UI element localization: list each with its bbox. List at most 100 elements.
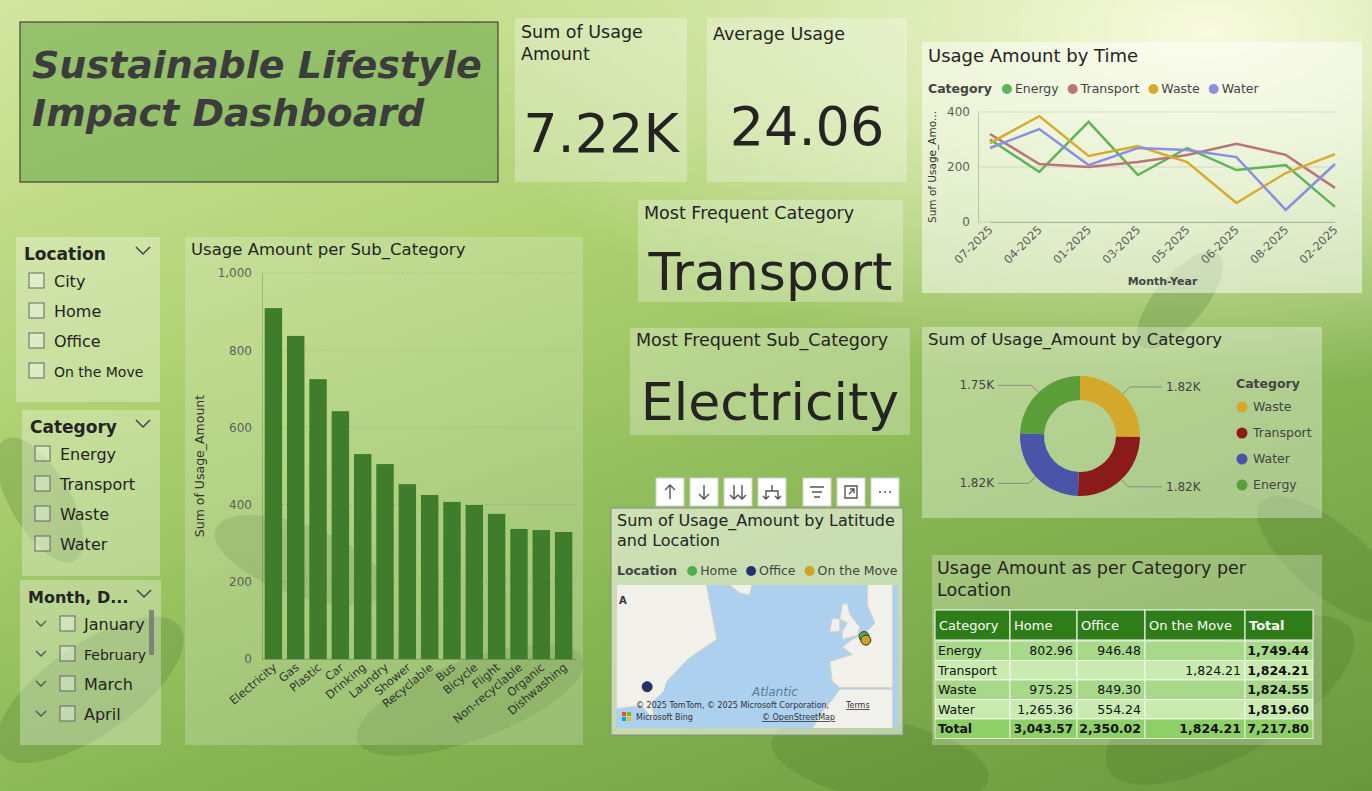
map-logo xyxy=(627,712,631,716)
slicer-item[interactable]: January xyxy=(83,615,145,634)
toolbar-glyph[interactable] xyxy=(763,485,781,499)
toolbar-glyph[interactable] xyxy=(665,485,675,499)
toolbar-button[interactable] xyxy=(837,478,865,506)
slicer-item[interactable]: April xyxy=(84,705,121,724)
table-text: 849.30 xyxy=(1097,682,1141,697)
tick-label: 0 xyxy=(962,215,970,229)
checkbox[interactable] xyxy=(29,333,44,348)
tick: 400 xyxy=(229,498,262,512)
table-text: 802.96 xyxy=(1029,643,1073,658)
table-text: 1,265.36 xyxy=(1017,702,1073,717)
slicer-item[interactable]: Waste xyxy=(60,505,109,524)
toolbar-icon[interactable] xyxy=(758,478,786,506)
legend-swatch xyxy=(1148,84,1158,94)
axis: 07-202504-202501-202503-202505-202506-20… xyxy=(952,222,1341,267)
slicer-item[interactable]: On the Move xyxy=(54,364,143,380)
table-header: Total xyxy=(1249,618,1285,633)
table-cell xyxy=(1245,680,1313,700)
checkbox[interactable] xyxy=(35,476,50,491)
expand-chevron[interactable] xyxy=(36,681,46,686)
slicer-item[interactable]: March xyxy=(84,675,133,694)
tick-label: Recyclable xyxy=(379,660,435,710)
checkbox[interactable] xyxy=(60,646,75,661)
table-header-cell xyxy=(935,610,1010,640)
slicer-item[interactable]: Office xyxy=(54,332,101,351)
slicer-item[interactable]: February xyxy=(84,647,146,663)
toolbar-glyph[interactable] xyxy=(879,491,891,492)
axis: ElectricityGasPlasticCarDrinkingLaundryS… xyxy=(227,659,576,726)
slicer-title: Location xyxy=(24,244,106,264)
text-line: and Location xyxy=(617,531,720,550)
slicer-chevron[interactable] xyxy=(137,590,151,597)
checkbox[interactable] xyxy=(29,363,44,378)
tick: Plastic xyxy=(287,659,324,695)
slicer-item[interactable]: Home xyxy=(54,302,101,321)
checkbox[interactable] xyxy=(35,536,50,551)
table-panel xyxy=(932,555,1322,745)
legend-swatch xyxy=(1237,480,1248,491)
expand-chevron[interactable] xyxy=(36,621,46,626)
slicer-item[interactable]: Transport xyxy=(59,475,135,494)
toolbar-button[interactable] xyxy=(724,478,752,506)
slicer-item[interactable]: City xyxy=(54,272,85,291)
toolbar-button[interactable] xyxy=(656,478,684,506)
toolbar-button[interactable] xyxy=(871,478,899,506)
toolbar-glyph[interactable] xyxy=(810,487,824,497)
checkbox[interactable] xyxy=(60,676,75,691)
slicer-item[interactable]: Water xyxy=(60,535,108,554)
table-title: Usage Amount as per Category perLocation xyxy=(937,558,1247,600)
checkbox[interactable] xyxy=(60,706,75,721)
checkbox[interactable] xyxy=(60,616,75,631)
toolbar-icon[interactable] xyxy=(656,478,684,506)
tick-label: 02-2025 xyxy=(1297,223,1341,267)
slicer-item[interactable]: Energy xyxy=(60,445,116,464)
tick: 04-2025 xyxy=(1001,222,1045,267)
tick: 1,000 xyxy=(218,266,262,280)
toolbar-icon[interactable] xyxy=(871,478,899,506)
data-label: 1.82K xyxy=(1166,380,1202,394)
tick-label: 1,000 xyxy=(218,266,252,280)
legend-swatch xyxy=(1237,402,1248,413)
toolbar-icon[interactable] xyxy=(837,478,865,506)
tick: Recyclable xyxy=(379,659,435,711)
checkbox[interactable] xyxy=(35,506,50,521)
slicer-chevron[interactable] xyxy=(136,420,150,427)
toolbar-glyph[interactable] xyxy=(730,485,746,499)
table-text: 3,043.57 xyxy=(1014,722,1073,736)
bar xyxy=(332,411,349,659)
checkbox[interactable] xyxy=(35,446,50,461)
toolbar-button[interactable] xyxy=(690,478,718,506)
checkbox[interactable] xyxy=(29,273,44,288)
legend-swatch xyxy=(1068,84,1078,94)
text-line: Amount xyxy=(521,44,590,64)
tick: 400 xyxy=(947,105,978,119)
tick: 07-2025 xyxy=(952,222,996,267)
toolbar-icon[interactable] xyxy=(803,478,831,506)
tick-label: 01-2025 xyxy=(1050,223,1094,267)
toolbar-glyph[interactable] xyxy=(845,486,857,498)
grid-line xyxy=(262,427,575,428)
table-cell xyxy=(935,641,1010,661)
map-annotation: © OpenStreetMap xyxy=(762,713,835,722)
table-text: Total xyxy=(938,721,972,736)
toolbar-glyph[interactable] xyxy=(699,485,709,499)
tick: 03-2025 xyxy=(1099,222,1143,267)
tick-label: 800 xyxy=(229,344,252,358)
text-line: Sum of Usage_Amount by Latitude xyxy=(617,511,895,531)
land xyxy=(717,585,755,595)
toolbar-button[interactable] xyxy=(758,478,786,506)
card-value: 7.22K xyxy=(523,102,680,165)
slicer-chevron[interactable] xyxy=(136,247,150,254)
axis-title: Month-Year xyxy=(1128,275,1198,288)
toolbar-button[interactable] xyxy=(803,478,831,506)
checkbox[interactable] xyxy=(29,303,44,318)
toolbar-icon[interactable] xyxy=(724,478,752,506)
bars xyxy=(265,308,573,659)
expand-chevron[interactable] xyxy=(36,651,46,656)
expand-chevron[interactable] xyxy=(36,711,46,716)
table-header-cell xyxy=(1245,610,1313,640)
table-cell xyxy=(935,661,1010,681)
table-text: 1,749.44 xyxy=(1247,643,1309,658)
text-line: Location xyxy=(937,580,1011,600)
toolbar-icon[interactable] xyxy=(690,478,718,506)
